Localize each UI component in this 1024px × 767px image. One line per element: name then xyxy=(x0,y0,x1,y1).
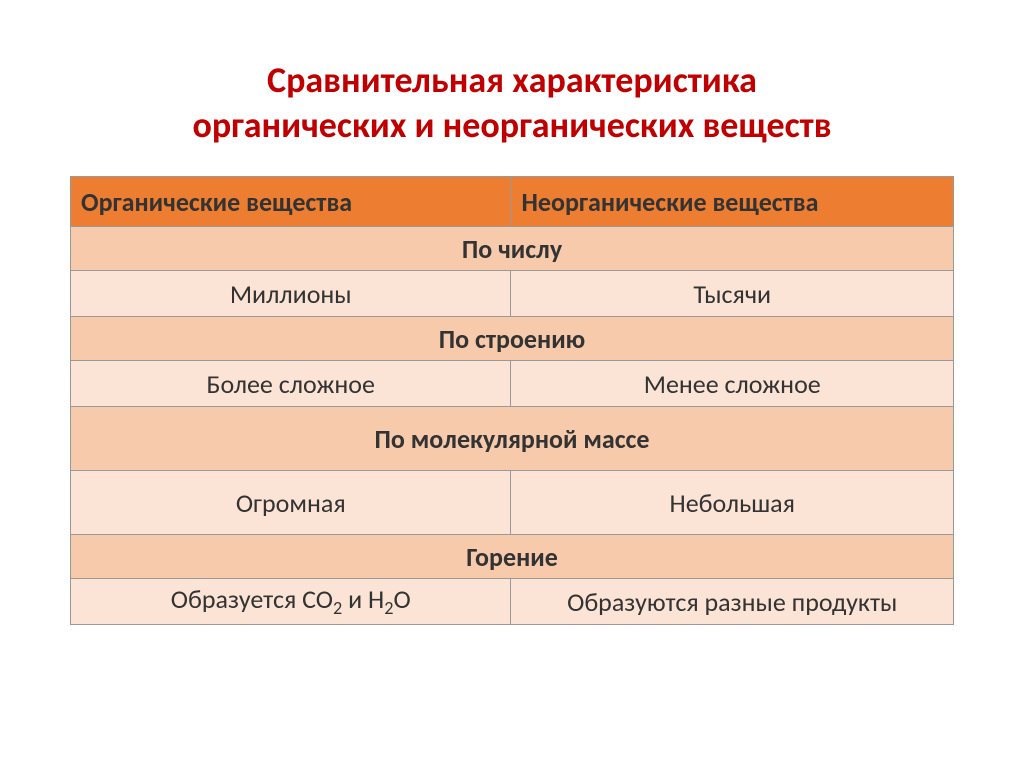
organic-by-number: Миллионы xyxy=(71,271,511,317)
section-row: По числу xyxy=(71,227,954,271)
section-row: Горение xyxy=(71,535,954,579)
title-line-2: органических и неорганических веществ xyxy=(192,103,831,148)
inorganic-by-structure: Менее сложное xyxy=(511,361,954,407)
organic-combustion: Образуется CO2 и H2O xyxy=(71,579,511,625)
section-row: По строению xyxy=(71,317,954,361)
inorganic-by-number: Тысячи xyxy=(511,271,954,317)
data-row: Образуется CO2 и H2O Образуются разные п… xyxy=(71,579,954,625)
organic-by-mass: Огромная xyxy=(71,471,511,535)
header-organic: Органические вещества xyxy=(71,177,511,227)
header-inorganic: Неорганические вещества xyxy=(511,177,954,227)
section-by-mass: По молекулярной массе xyxy=(71,407,954,471)
inorganic-combustion: Образуются разные продукты xyxy=(511,579,954,625)
organic-by-structure: Более сложное xyxy=(71,361,511,407)
comparison-table: Органические вещества Неорганические вещ… xyxy=(70,176,954,625)
table-header-row: Органические вещества Неорганические вещ… xyxy=(71,177,954,227)
data-row: Более сложное Менее сложное xyxy=(71,361,954,407)
section-by-structure: По строению xyxy=(71,317,954,361)
inorganic-by-mass: Небольшая xyxy=(511,471,954,535)
section-row: По молекулярной массе xyxy=(71,407,954,471)
page-title: Сравнительная характеристика органически… xyxy=(192,58,831,148)
data-row: Миллионы Тысячи xyxy=(71,271,954,317)
section-combustion: Горение xyxy=(71,535,954,579)
section-by-number: По числу xyxy=(71,227,954,271)
data-row: Огромная Небольшая xyxy=(71,471,954,535)
title-line-1: Сравнительная характеристика xyxy=(192,58,831,103)
